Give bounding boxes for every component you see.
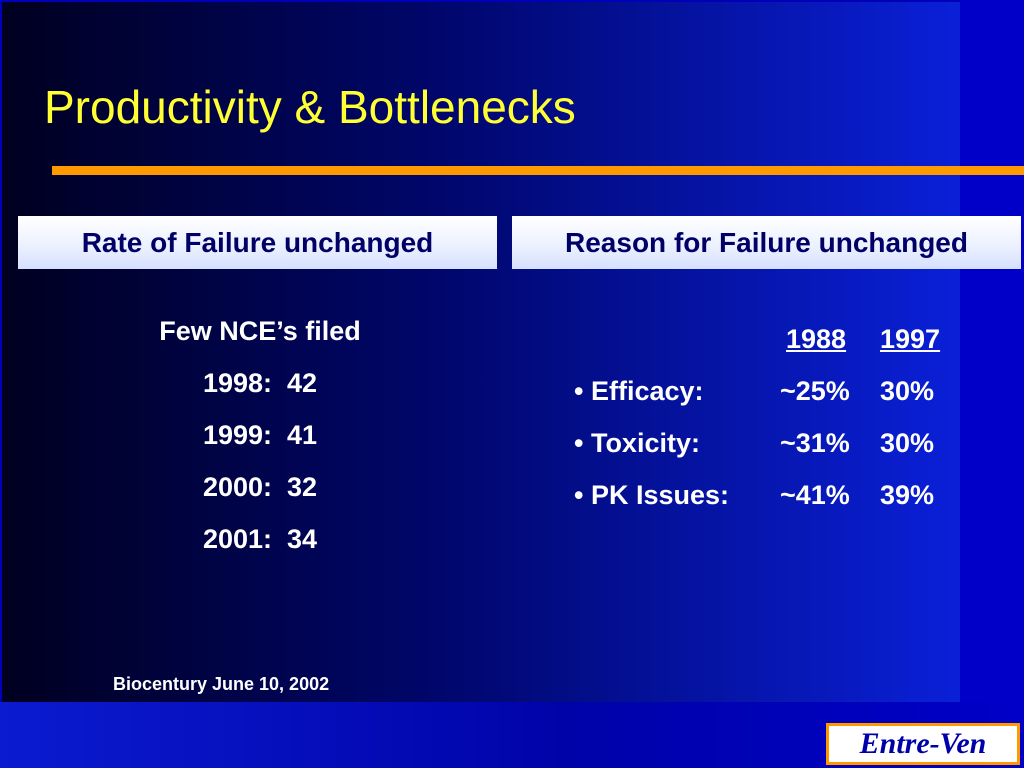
logo-text: Entre-Ven (859, 727, 987, 760)
row-value-1997: 39% (880, 480, 935, 510)
row-value-1997: 30% (880, 428, 935, 458)
col-header-1997-text: 1997 (880, 324, 941, 354)
right-strip (960, 0, 1024, 768)
nce-list-heading: Few NCE’s filed (159, 316, 361, 346)
row-value-1997: 30% (880, 376, 935, 406)
row-value-1988: ~25% (780, 376, 850, 406)
nce-list: Few NCE’s filed 1998: 42 1999: 41 2000: … (100, 312, 420, 572)
col-header-1988: 1988 (780, 320, 880, 372)
main-panel (2, 2, 960, 702)
table-row: • PK Issues: ~41% 39% (574, 476, 970, 528)
source-citation: Biocentury June 10, 2002 (113, 674, 330, 694)
row-label: • PK Issues: (574, 480, 730, 510)
row-value-1988: ~31% (780, 428, 850, 458)
right-header-box: Reason for Failure unchanged (512, 216, 1021, 269)
table-header-spacer (574, 320, 780, 372)
right-header-text: Reason for Failure unchanged (565, 226, 968, 258)
failure-reason-table: 1988 1997 • Efficacy: ~25% 30% • Toxicit… (574, 320, 970, 528)
col-header-1997: 1997 (880, 320, 970, 372)
entre-ven-logo: Entre-Ven (826, 723, 1020, 765)
nce-list-item: 1998: 42 (202, 368, 318, 398)
nce-list-item: 1999: 41 (202, 420, 318, 450)
col-header-1988-text: 1988 (786, 324, 847, 354)
table-row: • Toxicity: ~31% 30% (574, 424, 970, 476)
table-row: • Efficacy: ~25% 30% (574, 372, 970, 424)
left-header-box: Rate of Failure unchanged (18, 216, 497, 269)
nce-list-item: 2000: 32 (202, 472, 318, 502)
row-label: • Toxicity: (574, 428, 700, 458)
title-rule (52, 166, 1024, 175)
row-value-1988: ~41% (780, 480, 850, 510)
row-label: • Efficacy: (574, 376, 704, 406)
nce-list-item: 2001: 34 (202, 524, 318, 554)
left-header-text: Rate of Failure unchanged (81, 226, 434, 258)
table-header-row: 1988 1997 (574, 320, 970, 372)
slide-title: Productivity & Bottlenecks (44, 81, 576, 133)
